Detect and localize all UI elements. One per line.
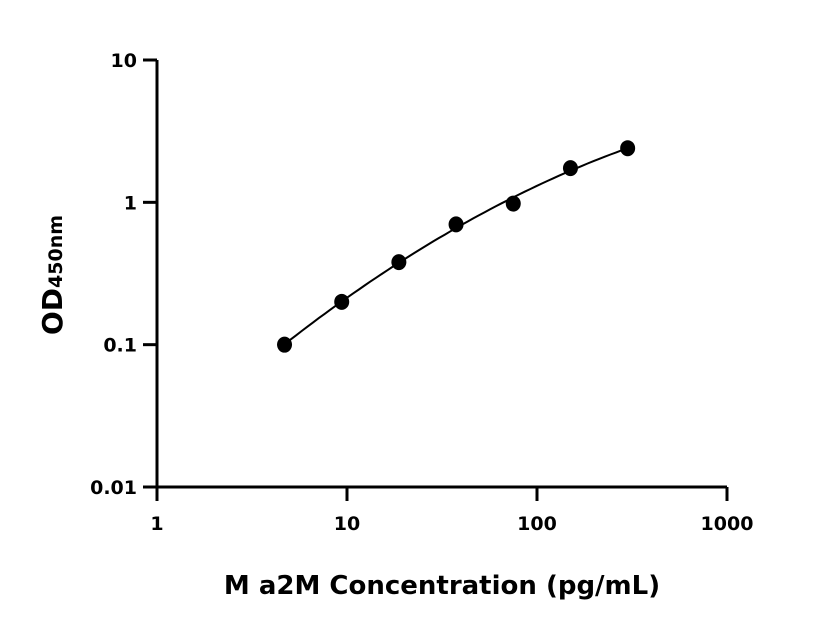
data-point xyxy=(391,254,407,271)
x-axis-title: M a2M Concentration (pg/mL) xyxy=(224,571,660,601)
y-axis-title-main: OD xyxy=(36,288,69,335)
x-tick-label: 100 xyxy=(517,513,557,535)
data-point xyxy=(505,195,521,212)
data-point xyxy=(448,216,464,233)
x-tick-label: 1 xyxy=(150,513,163,535)
data-point xyxy=(562,160,578,177)
y-tick-label: 0.1 xyxy=(103,335,137,357)
y-tick-label: 1 xyxy=(124,192,137,214)
x-tick-label: 1000 xyxy=(701,513,754,535)
y-axis-title-subscript: 450nm xyxy=(45,215,67,288)
y-axis-title: OD450nm xyxy=(36,215,69,335)
data-point xyxy=(334,293,350,310)
fit-curve xyxy=(283,147,629,346)
y-tick-label: 10 xyxy=(111,50,137,72)
x-tick-label: 10 xyxy=(334,513,360,535)
data-point xyxy=(620,140,636,157)
data-point xyxy=(277,336,293,353)
axes: 0.01 0.1 1 10 1 10 100 1000 xyxy=(90,50,753,535)
data-points xyxy=(277,140,636,353)
y-tick-label: 0.01 xyxy=(90,477,137,499)
